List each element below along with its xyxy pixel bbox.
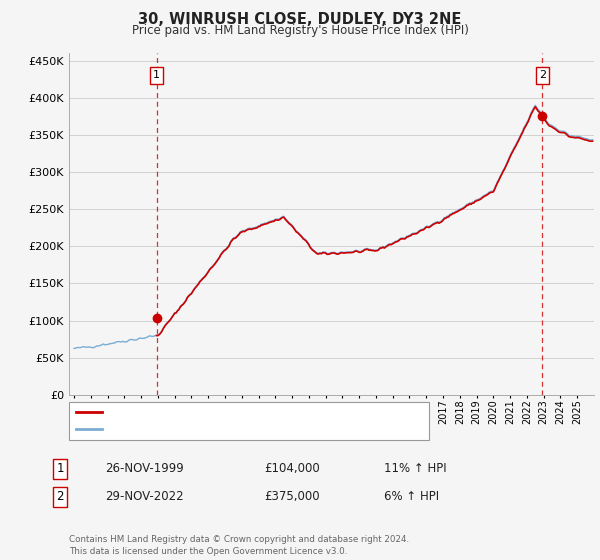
Text: £375,000: £375,000: [264, 490, 320, 503]
Text: £104,000: £104,000: [264, 462, 320, 475]
Text: HPI: Average price, detached house, Dudley: HPI: Average price, detached house, Dudl…: [108, 424, 338, 434]
Text: 29-NOV-2022: 29-NOV-2022: [105, 490, 184, 503]
Text: 1: 1: [153, 71, 160, 81]
Text: 2: 2: [539, 71, 546, 81]
Text: 1: 1: [56, 462, 64, 475]
Text: 30, WINRUSH CLOSE, DUDLEY, DY3 2NE (detached house): 30, WINRUSH CLOSE, DUDLEY, DY3 2NE (deta…: [108, 407, 410, 417]
Text: 30, WINRUSH CLOSE, DUDLEY, DY3 2NE: 30, WINRUSH CLOSE, DUDLEY, DY3 2NE: [139, 12, 461, 27]
Text: 26-NOV-1999: 26-NOV-1999: [105, 462, 184, 475]
Text: 2: 2: [56, 490, 64, 503]
Text: 11% ↑ HPI: 11% ↑ HPI: [384, 462, 446, 475]
Text: Price paid vs. HM Land Registry's House Price Index (HPI): Price paid vs. HM Land Registry's House …: [131, 24, 469, 36]
Text: 6% ↑ HPI: 6% ↑ HPI: [384, 490, 439, 503]
Text: Contains HM Land Registry data © Crown copyright and database right 2024.
This d: Contains HM Land Registry data © Crown c…: [69, 535, 409, 556]
